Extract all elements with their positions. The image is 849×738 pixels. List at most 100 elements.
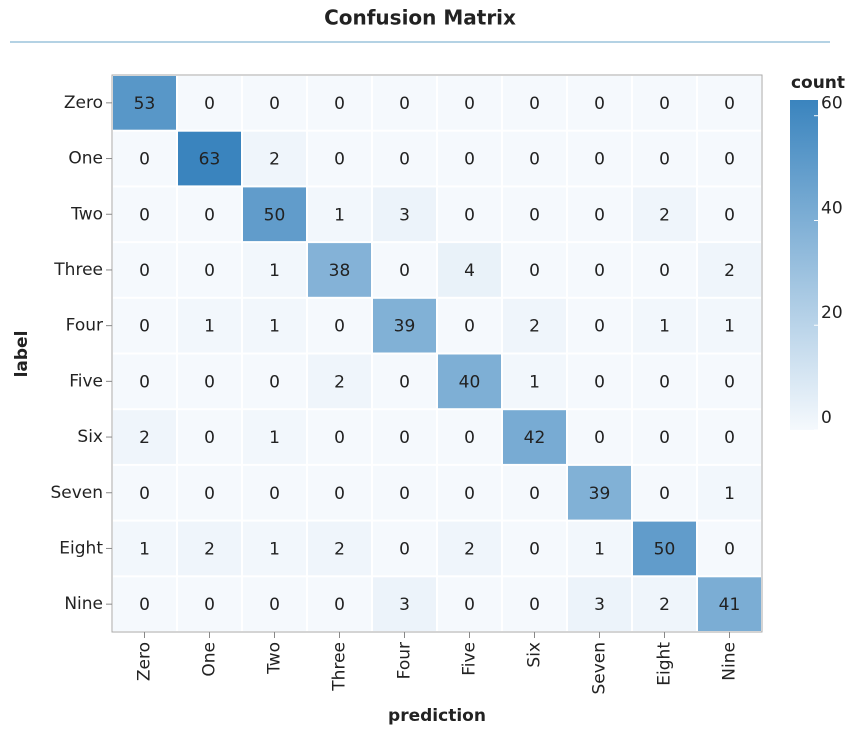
cell-label: 0 bbox=[659, 372, 670, 392]
cell-label: 0 bbox=[464, 150, 475, 170]
cell-label: 1 bbox=[529, 372, 540, 392]
x-tick-label: Two bbox=[265, 642, 285, 675]
cell-label: 0 bbox=[724, 94, 735, 114]
cell bbox=[633, 410, 696, 464]
y-tick-label: Zero bbox=[64, 93, 103, 113]
cell-label: 0 bbox=[464, 205, 475, 225]
cell bbox=[243, 410, 306, 464]
cell-label: 53 bbox=[134, 94, 156, 114]
cell-label: 0 bbox=[139, 595, 150, 615]
cell bbox=[308, 76, 371, 130]
colorbar-tick-label: 0 bbox=[821, 408, 832, 428]
cell bbox=[568, 243, 631, 297]
cell bbox=[308, 465, 371, 520]
cell-label: 0 bbox=[139, 261, 150, 281]
cell bbox=[373, 354, 436, 409]
cell-label: 2 bbox=[659, 205, 670, 225]
cell bbox=[178, 131, 241, 186]
cell-label: 0 bbox=[594, 428, 605, 448]
cell-label: 0 bbox=[659, 261, 670, 281]
cell bbox=[308, 131, 371, 186]
cell-label: 0 bbox=[529, 484, 540, 504]
cell bbox=[568, 187, 631, 242]
cell bbox=[568, 410, 631, 464]
cell bbox=[633, 131, 696, 186]
cell-label: 0 bbox=[334, 94, 345, 114]
cell bbox=[373, 410, 436, 464]
cell bbox=[373, 577, 436, 631]
cell bbox=[503, 410, 566, 464]
cell-label: 0 bbox=[464, 94, 475, 114]
cell bbox=[308, 243, 371, 297]
cell bbox=[243, 521, 306, 576]
cell-label: 2 bbox=[659, 595, 670, 615]
cell-label: 63 bbox=[199, 150, 221, 170]
cell-label: 41 bbox=[719, 595, 741, 615]
cell-label: 3 bbox=[594, 595, 605, 615]
cell-label: 3 bbox=[399, 205, 410, 225]
cell bbox=[178, 354, 241, 409]
cell-label: 2 bbox=[269, 150, 280, 170]
x-tick-label: Five bbox=[460, 642, 480, 676]
cell bbox=[568, 521, 631, 576]
cell bbox=[568, 76, 631, 130]
cell bbox=[113, 354, 176, 409]
y-tick-label: Four bbox=[66, 316, 103, 336]
cell bbox=[308, 187, 371, 242]
cell-label: 1 bbox=[334, 205, 345, 225]
cell-label: 0 bbox=[139, 317, 150, 337]
cell bbox=[113, 76, 176, 130]
cell bbox=[113, 131, 176, 186]
cell-label: 0 bbox=[334, 428, 345, 448]
cell bbox=[308, 521, 371, 576]
cell-label: 0 bbox=[204, 428, 215, 448]
cell bbox=[503, 298, 566, 353]
cell-label: 0 bbox=[594, 261, 605, 281]
cell-label: 0 bbox=[659, 428, 670, 448]
cell-label: 1 bbox=[269, 428, 280, 448]
cell bbox=[438, 298, 501, 353]
cell bbox=[503, 76, 566, 130]
cell bbox=[438, 465, 501, 520]
cell-label: 0 bbox=[529, 150, 540, 170]
cell-label: 0 bbox=[594, 205, 605, 225]
cell-label: 0 bbox=[464, 317, 475, 337]
cell bbox=[178, 187, 241, 242]
cell bbox=[633, 354, 696, 409]
cell bbox=[438, 410, 501, 464]
cell bbox=[373, 187, 436, 242]
y-tick-label: Five bbox=[69, 371, 103, 391]
cell-label: 0 bbox=[399, 261, 410, 281]
cell-label: 1 bbox=[659, 317, 670, 337]
cell bbox=[113, 410, 176, 464]
cell-label: 0 bbox=[724, 372, 735, 392]
cell bbox=[503, 521, 566, 576]
cell-label: 0 bbox=[139, 372, 150, 392]
x-tick-label: Three bbox=[330, 642, 350, 692]
cell-label: 0 bbox=[139, 484, 150, 504]
cell bbox=[438, 521, 501, 576]
cell-label: 2 bbox=[724, 261, 735, 281]
cell bbox=[698, 298, 761, 353]
cell bbox=[438, 354, 501, 409]
x-tick-label: Nine bbox=[720, 642, 740, 681]
cell bbox=[438, 187, 501, 242]
x-tick-label: Six bbox=[525, 642, 545, 668]
y-tick-label: Nine bbox=[64, 594, 103, 614]
x-tick-label: Zero bbox=[135, 642, 155, 681]
cell-label: 1 bbox=[204, 317, 215, 337]
cell-label: 0 bbox=[204, 94, 215, 114]
cell bbox=[633, 521, 696, 576]
cell-label: 1 bbox=[269, 261, 280, 281]
cell bbox=[178, 521, 241, 576]
cell bbox=[243, 577, 306, 631]
cell-label: 0 bbox=[659, 484, 670, 504]
cell-label: 2 bbox=[334, 539, 345, 559]
cell-label: 0 bbox=[139, 205, 150, 225]
cell-label: 1 bbox=[269, 539, 280, 559]
cell-label: 0 bbox=[399, 372, 410, 392]
cell-label: 0 bbox=[724, 539, 735, 559]
cell-label: 1 bbox=[269, 317, 280, 337]
cell bbox=[503, 465, 566, 520]
cell-label: 0 bbox=[204, 372, 215, 392]
